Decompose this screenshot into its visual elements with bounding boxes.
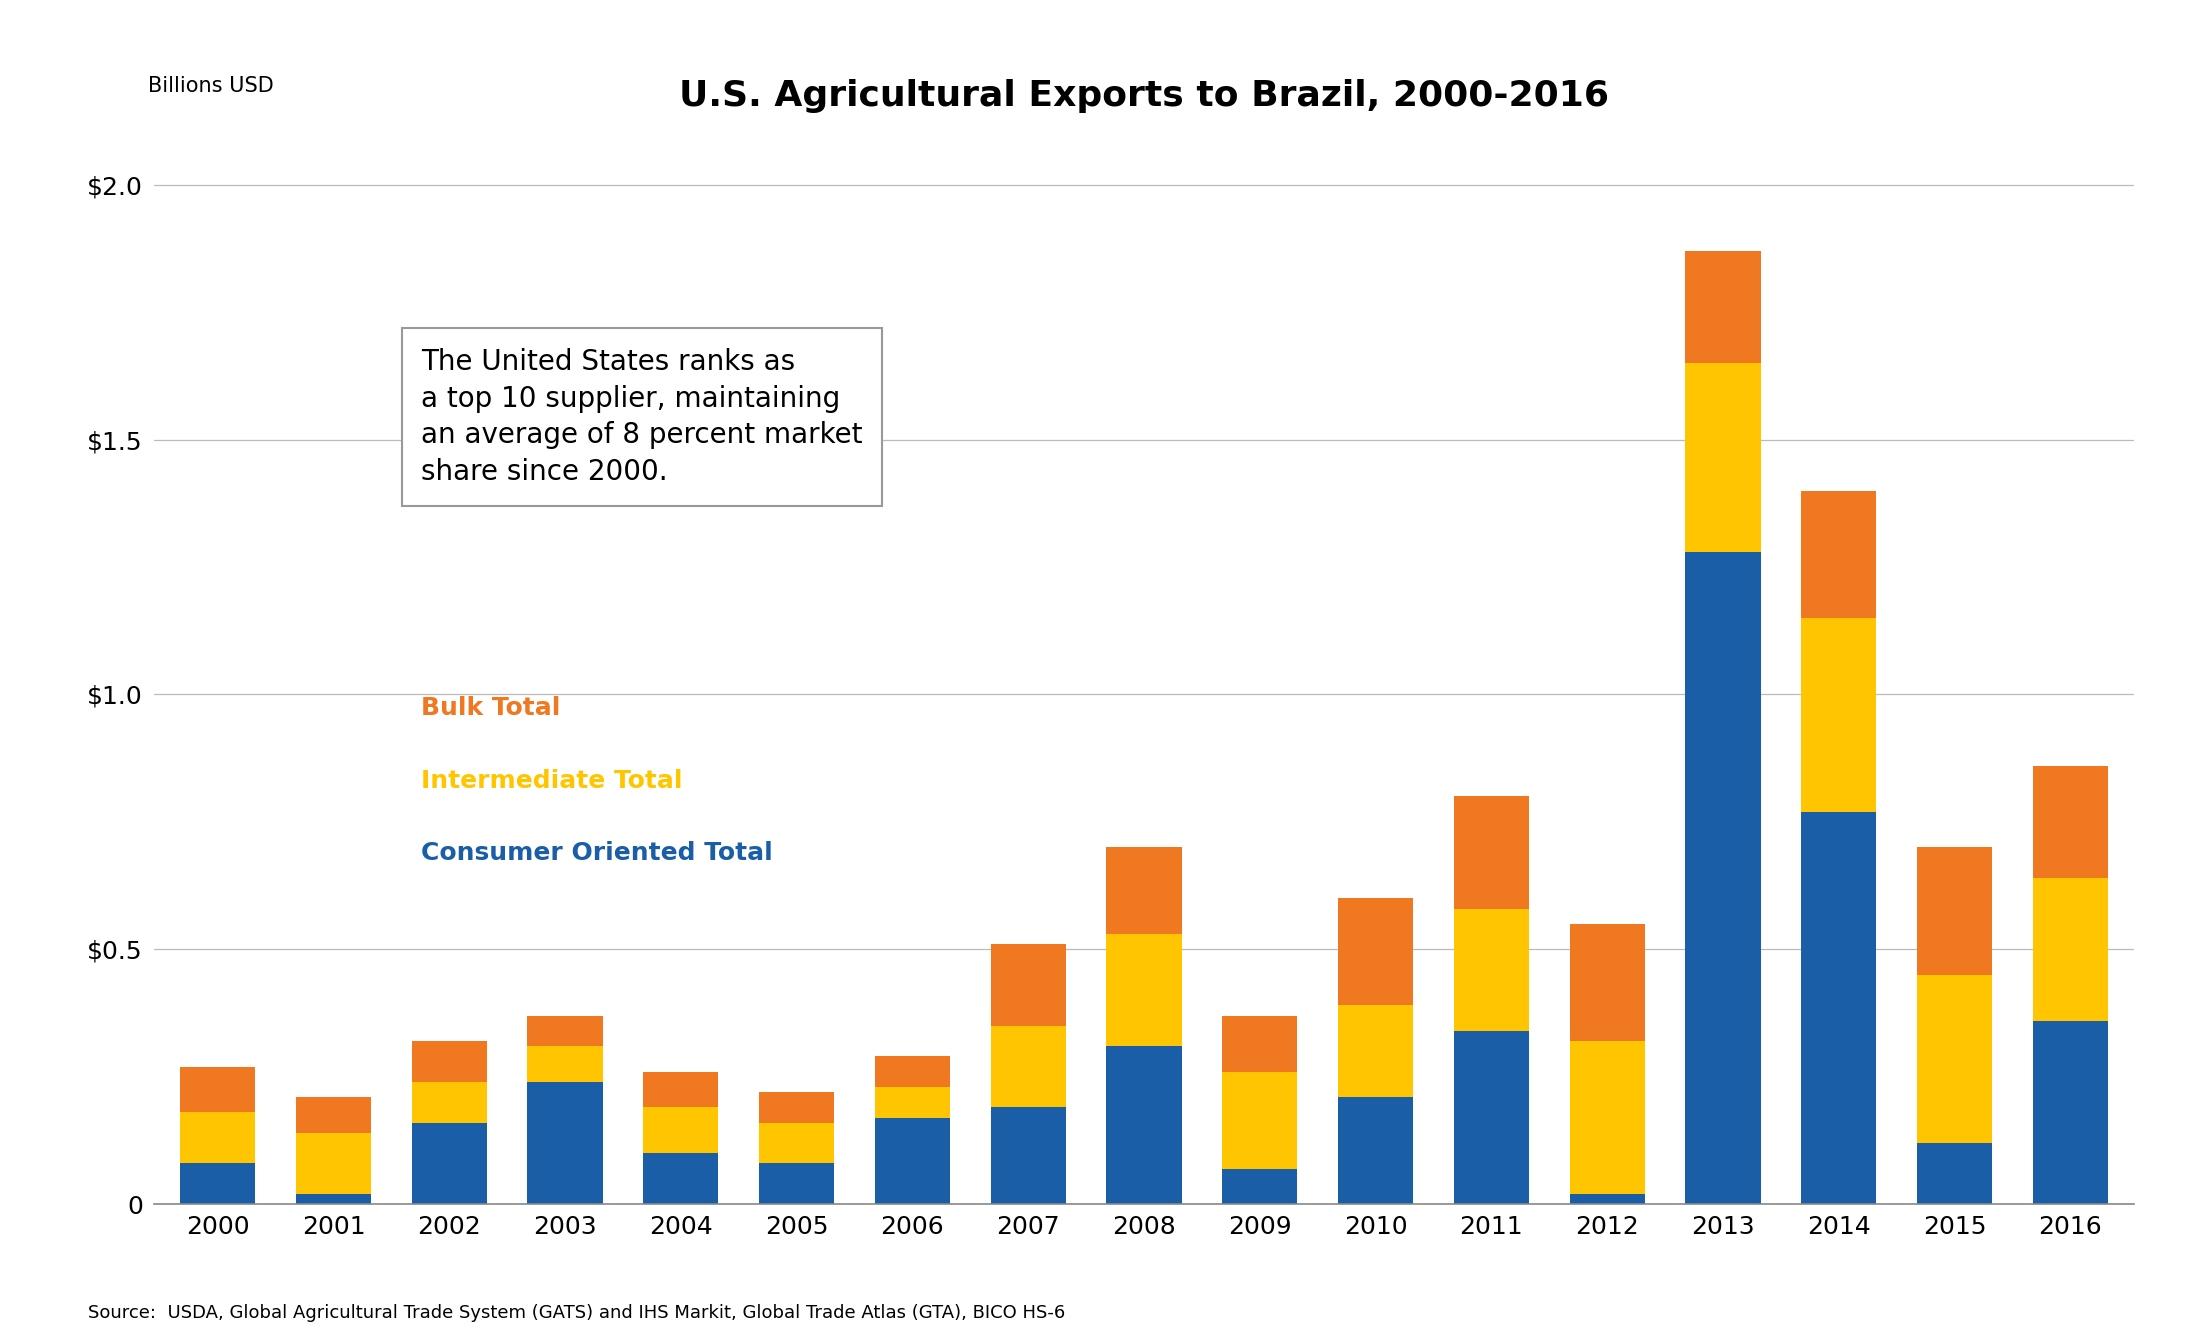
Bar	[1454, 909, 1529, 1030]
Bar	[759, 1164, 834, 1204]
Bar	[759, 1092, 834, 1123]
Bar	[1685, 252, 1760, 363]
Bar	[1916, 1143, 1993, 1204]
Bar	[180, 1164, 255, 1204]
Bar	[1916, 847, 1993, 975]
Bar	[1802, 491, 1877, 618]
Bar	[295, 1097, 372, 1133]
Bar	[2033, 1021, 2108, 1204]
Text: Consumer Oriented Total: Consumer Oriented Total	[422, 842, 772, 866]
Bar	[1223, 1072, 1298, 1168]
Bar	[1685, 363, 1760, 551]
Bar	[1223, 1016, 1298, 1072]
Bar	[990, 1108, 1065, 1204]
Bar	[528, 1082, 603, 1204]
Bar	[180, 1066, 255, 1112]
Bar	[1107, 934, 1181, 1046]
Bar	[1454, 1030, 1529, 1204]
Text: Billions USD: Billions USD	[147, 76, 273, 96]
Bar	[642, 1072, 719, 1108]
Bar	[1223, 1168, 1298, 1204]
Bar	[411, 1041, 486, 1082]
Bar	[411, 1123, 486, 1204]
Bar	[876, 1086, 950, 1117]
Bar	[1454, 796, 1529, 909]
Bar	[876, 1117, 950, 1204]
Bar	[1569, 923, 1646, 1041]
Bar	[180, 1112, 255, 1164]
Bar	[1802, 812, 1877, 1204]
Bar	[990, 1026, 1065, 1108]
Bar	[1107, 847, 1181, 934]
Bar	[1107, 1046, 1181, 1204]
Bar	[642, 1108, 719, 1153]
Text: Intermediate Total: Intermediate Total	[422, 768, 682, 792]
Text: The United States ranks as
a top 10 supplier, maintaining
an average of 8 percen: The United States ranks as a top 10 supp…	[422, 348, 862, 486]
Bar	[1685, 551, 1760, 1204]
Bar	[1338, 1005, 1412, 1097]
Text: Source:  USDA, Global Agricultural Trade System (GATS) and IHS Markit, Global Tr: Source: USDA, Global Agricultural Trade …	[88, 1305, 1065, 1322]
Bar	[528, 1016, 603, 1046]
Bar	[295, 1193, 372, 1204]
Text: Bulk Total: Bulk Total	[422, 696, 561, 720]
Bar	[2033, 765, 2108, 878]
Bar	[1802, 618, 1877, 812]
Bar	[1338, 898, 1412, 1005]
Bar	[1569, 1193, 1646, 1204]
Bar	[2033, 878, 2108, 1021]
Bar	[411, 1082, 486, 1123]
Bar	[1338, 1097, 1412, 1204]
Bar	[876, 1057, 950, 1086]
Bar	[1569, 1041, 1646, 1193]
Bar	[295, 1133, 372, 1193]
Bar	[642, 1153, 719, 1204]
Bar	[990, 945, 1065, 1026]
Bar	[1916, 975, 1993, 1143]
Bar	[528, 1046, 603, 1082]
Title: U.S. Agricultural Exports to Brazil, 2000-2016: U.S. Agricultural Exports to Brazil, 200…	[680, 79, 1608, 112]
Bar	[759, 1123, 834, 1164]
